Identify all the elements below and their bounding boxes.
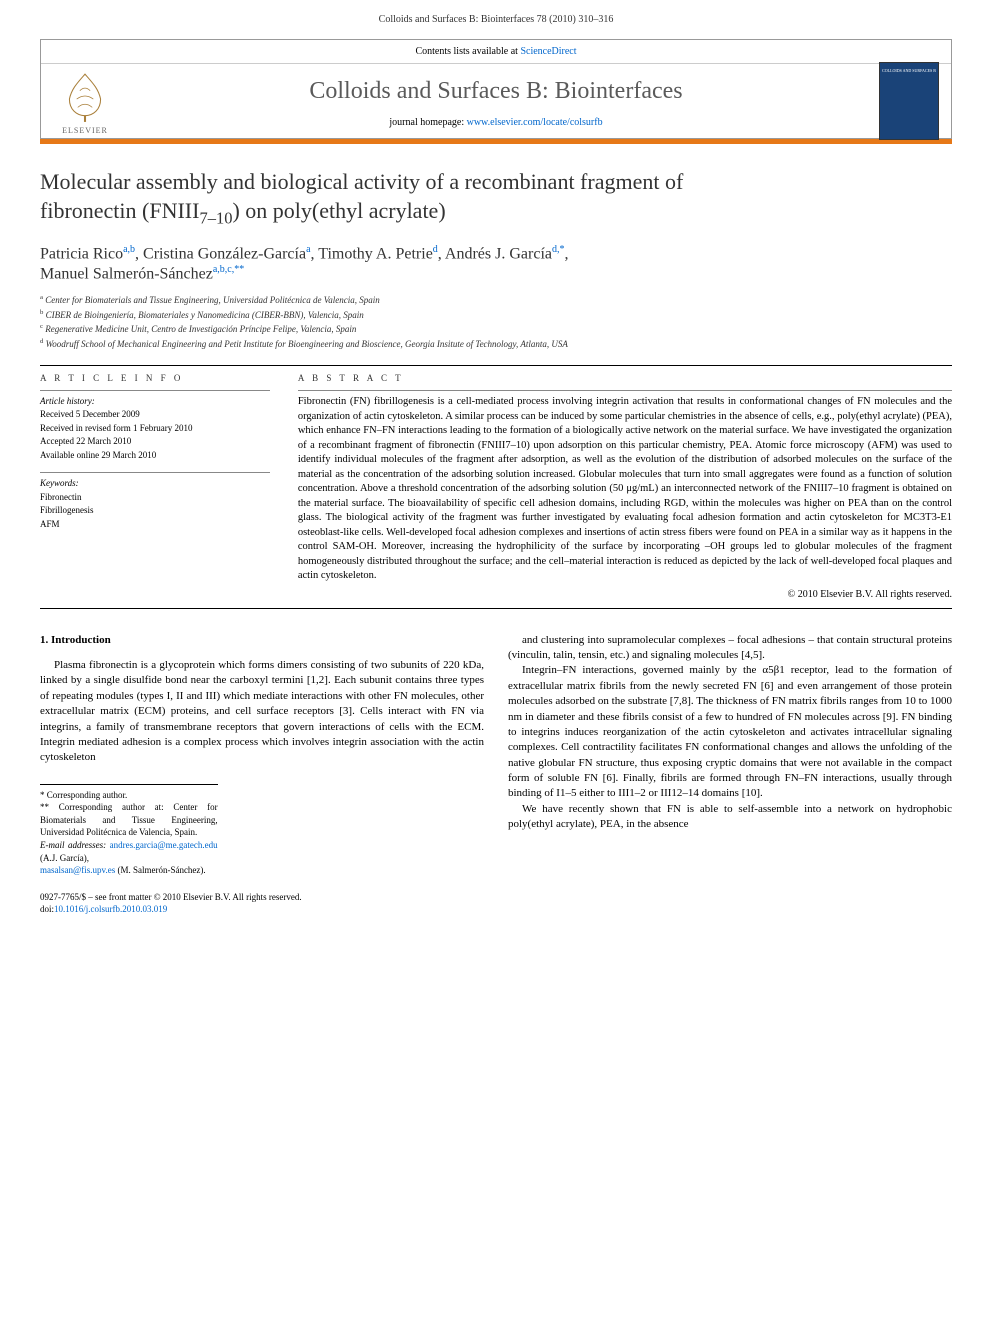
footnotes: * Corresponding author. ** Corresponding… [40, 784, 218, 877]
history-accepted: Accepted 22 March 2010 [40, 435, 270, 449]
body-paragraph: Plasma fibronectin is a glycoprotein whi… [40, 658, 484, 766]
body-right-column: and clustering into supramolecular compl… [508, 633, 952, 877]
cover-title: COLLOIDS AND SURFACES B [882, 69, 936, 74]
aff-text-b: CIBER de Bioingeniería, Biomateriales y … [46, 310, 364, 320]
title-sub: 7–10 [199, 208, 232, 227]
divider-thin [298, 390, 952, 391]
aff-key-c: c [40, 323, 43, 330]
contents-prefix: Contents lists available at [415, 46, 520, 57]
divider [40, 608, 952, 609]
author-3-aff: d [433, 244, 438, 255]
author-1: Patricia Rico [40, 246, 123, 263]
keywords-label: Keywords: [40, 477, 270, 491]
email-who-2: (M. Salmerón-Sánchez). [115, 865, 205, 875]
affiliation-b: b CIBER de Bioingeniería, Biomateriales … [40, 308, 952, 323]
contents-line: Contents lists available at ScienceDirec… [41, 40, 951, 64]
article-body: Molecular assembly and biological activi… [0, 144, 992, 877]
body-left-column: 1. Introduction Plasma fibronectin is a … [40, 633, 484, 877]
title-line2-pre: fibronectin (FNIII [40, 198, 199, 223]
author-2: Cristina González-García [143, 246, 306, 263]
body-paragraph: We have recently shown that FN is able t… [508, 802, 952, 833]
abstract-text: Fibronectin (FN) fibrillogenesis is a ce… [298, 395, 952, 583]
divider-thin [40, 472, 270, 473]
history-received: Received 5 December 2009 [40, 408, 270, 422]
authors-line: Patricia Ricoa,b, Cristina González-Garc… [40, 244, 952, 283]
history-online: Available online 29 March 2010 [40, 449, 270, 463]
email-line: E-mail addresses: andres.garcia@me.gatec… [40, 839, 218, 877]
section-heading: 1. Introduction [40, 633, 484, 648]
affiliation-d: d Woodruff School of Mechanical Engineer… [40, 337, 952, 352]
doi-link[interactable]: 10.1016/j.colsurfb.2010.03.019 [54, 904, 167, 914]
aff-text-a: Center for Biomaterials and Tissue Engin… [45, 295, 379, 305]
email-who-1: (A.J. García), [40, 853, 89, 863]
author-1-aff: a,b [123, 244, 135, 255]
title-line1: Molecular assembly and biological activi… [40, 169, 683, 194]
keyword-3: AFM [40, 518, 270, 532]
article-title: Molecular assembly and biological activi… [40, 168, 952, 228]
corr-author-note-2: ** Corresponding author at: Center for B… [40, 801, 218, 839]
title-line2-post: ) on poly(ethyl acrylate) [232, 198, 445, 223]
author-4-aff: d,* [552, 244, 565, 255]
author-3: Timothy A. Petrie [318, 246, 433, 263]
homepage-line: journal homepage: www.elsevier.com/locat… [41, 117, 951, 138]
affiliations: a Center for Biomaterials and Tissue Eng… [40, 293, 952, 351]
author-5: Manuel Salmerón-Sánchez [40, 265, 213, 282]
history-revised: Received in revised form 1 February 2010 [40, 422, 270, 436]
affiliation-c: c Regenerative Medicine Unit, Centro de … [40, 322, 952, 337]
homepage-prefix: journal homepage: [389, 117, 466, 128]
section-number: 1. [40, 634, 48, 646]
email-link-1[interactable]: andres.garcia@me.gatech.edu [110, 840, 218, 850]
abstract-copyright: © 2010 Elsevier B.V. All rights reserved… [298, 588, 952, 602]
divider-thin [40, 390, 270, 391]
page-footer: 0927-7765/$ – see front matter © 2010 El… [40, 891, 952, 916]
running-head: Colloids and Surfaces B: Biointerfaces 7… [0, 0, 992, 31]
body-paragraph: and clustering into supramolecular compl… [508, 633, 952, 664]
journal-banner: ELSEVIER COLLOIDS AND SURFACES B Content… [40, 39, 952, 139]
author-4: Andrés J. García [445, 246, 552, 263]
tree-icon [59, 70, 111, 124]
email-label: E-mail addresses: [40, 840, 110, 850]
divider [40, 365, 952, 366]
keyword-1: Fibronectin [40, 491, 270, 505]
homepage-link[interactable]: www.elsevier.com/locate/colsurfb [467, 117, 603, 128]
aff-text-d: Woodruff School of Mechanical Engineerin… [46, 339, 568, 349]
abstract: A B S T R A C T Fibronectin (FN) fibrill… [298, 372, 952, 602]
elsevier-logo-text: ELSEVIER [62, 126, 108, 135]
aff-key-b: b [40, 309, 43, 316]
aff-key-a: a [40, 294, 43, 301]
history-label: Article history: [40, 395, 270, 409]
info-abstract-row: A R T I C L E I N F O Article history: R… [40, 372, 952, 602]
doi-prefix: doi: [40, 904, 54, 914]
sciencedirect-link[interactable]: ScienceDirect [520, 46, 576, 57]
article-info: A R T I C L E I N F O Article history: R… [40, 372, 270, 602]
elsevier-logo: ELSEVIER [53, 70, 117, 142]
aff-key-d: d [40, 338, 43, 345]
email-link-2[interactable]: masalsan@fis.upv.es [40, 865, 115, 875]
journal-cover-thumbnail: COLLOIDS AND SURFACES B [879, 62, 939, 140]
article-info-heading: A R T I C L E I N F O [40, 372, 270, 386]
abstract-heading: A B S T R A C T [298, 372, 952, 384]
author-5-aff: a,b,c,** [213, 264, 244, 275]
body-paragraph: Integrin–FN interactions, governed mainl… [508, 663, 952, 802]
section-title: Introduction [51, 634, 111, 646]
body-columns: 1. Introduction Plasma fibronectin is a … [40, 633, 952, 877]
issn-line: 0927-7765/$ – see front matter © 2010 El… [40, 891, 952, 904]
author-2-aff: a [306, 244, 310, 255]
affiliation-a: a Center for Biomaterials and Tissue Eng… [40, 293, 952, 308]
keyword-2: Fibrillogenesis [40, 504, 270, 518]
doi-line: doi:10.1016/j.colsurfb.2010.03.019 [40, 903, 952, 916]
journal-title: Colloids and Surfaces B: Biointerfaces [41, 64, 951, 117]
aff-text-c: Regenerative Medicine Unit, Centro de In… [45, 324, 356, 334]
corr-author-note-1: * Corresponding author. [40, 789, 218, 802]
